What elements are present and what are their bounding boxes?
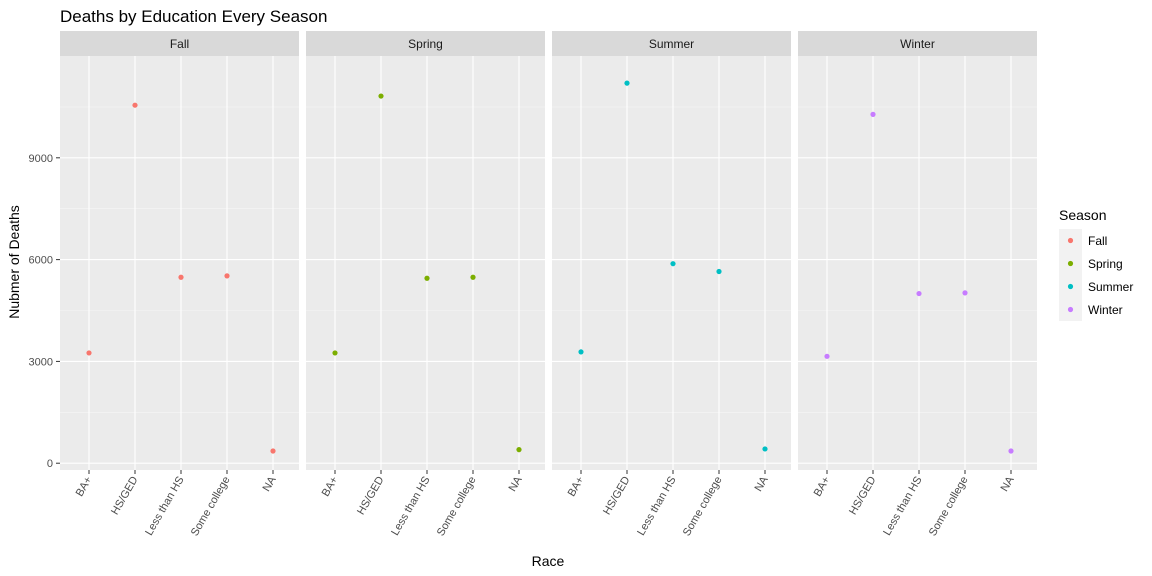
x-tick-label: NA (753, 474, 771, 494)
data-point-spring (516, 447, 522, 453)
facet-strip-spring (306, 31, 545, 56)
legend-key-winter (1067, 306, 1074, 313)
data-point-fall (270, 448, 276, 454)
x-tick-label: BA+ (320, 475, 341, 499)
x-tick-label: NA (507, 474, 525, 494)
data-point-winter (916, 290, 922, 297)
y-axis-title: Nubmer of Deaths (6, 205, 22, 319)
facet-strip-label: Summer (649, 37, 694, 51)
data-point-spring (378, 93, 384, 99)
chart-title: Deaths by Education Every Season (60, 7, 327, 26)
data-point-fall (86, 350, 92, 356)
data-point-summer (716, 268, 722, 275)
x-tick-label: HS/GED (847, 474, 879, 517)
x-tick-label: Less than HS (881, 475, 924, 538)
panel-background (798, 56, 1037, 470)
data-point-summer (624, 80, 630, 86)
data-point-fall (132, 102, 138, 108)
x-tick-label: Some college (435, 475, 479, 539)
data-point-spring (470, 274, 476, 280)
data-point-spring (424, 275, 430, 281)
panel-background (306, 56, 545, 470)
legend-label: Spring (1088, 257, 1123, 271)
data-point-fall (224, 273, 230, 279)
data-point-summer (578, 349, 584, 355)
legend-title: Season (1059, 207, 1106, 223)
panel-background (60, 56, 299, 470)
facet-strip-label: Spring (408, 37, 443, 51)
data-point-summer (762, 446, 768, 452)
legend-key-fall (1067, 237, 1074, 244)
facet-strip-summer (552, 31, 791, 56)
x-tick-label: BA+ (74, 475, 95, 499)
legend: Season Fall Spring Summer Winter (1059, 207, 1133, 321)
legend-label: Summer (1088, 280, 1133, 294)
x-tick-label: NA (999, 474, 1017, 494)
x-tick-label: Some college (189, 475, 233, 539)
facet-strip-label: Winter (900, 37, 935, 51)
facet-strip-winter (798, 31, 1037, 56)
y-tick-label: 9000 (29, 153, 53, 165)
data-point-winter (962, 290, 968, 296)
facet-strip-fall (60, 31, 299, 56)
data-point-winter (824, 353, 830, 359)
legend-label: Fall (1088, 234, 1107, 248)
facet-panel-spring: Spring BA+ HS/GED Less than HS Some college N… (306, 31, 545, 538)
x-tick-label: Less than HS (389, 475, 432, 538)
x-tick-label: HS/GED (109, 474, 141, 517)
facet-panel-winter: Winter BA+ HS/GED Less than HS Some college N… (798, 31, 1037, 538)
x-tick-label: Less than HS (635, 475, 678, 538)
x-tick-label: BA+ (566, 475, 587, 499)
facet-panel-summer: Summer BA+ HS/GED Less than HS Some college N… (552, 31, 791, 538)
y-axis: 0 3000 6000 9000 (29, 153, 60, 470)
x-tick-label: Less than HS (143, 475, 186, 538)
legend-label: Winter (1088, 303, 1123, 317)
y-tick-label: 3000 (29, 356, 53, 368)
facet-strip-label: Fall (170, 37, 189, 51)
legend-key-summer (1067, 283, 1074, 290)
facet-panel-fall: Fall BA+ HS/GED Less than HS Some college NA (60, 31, 299, 538)
x-axis-title: Race (532, 553, 565, 569)
data-point-winter (1008, 448, 1014, 454)
x-tick-label: BA+ (812, 475, 833, 499)
x-tick-label: NA (261, 474, 279, 494)
x-tick-label: Some college (681, 475, 725, 539)
legend-key-spring (1067, 260, 1074, 267)
data-point-fall (178, 274, 184, 280)
data-point-winter (870, 111, 876, 117)
x-tick-label: Some college (927, 475, 971, 539)
data-point-summer (670, 261, 676, 267)
x-tick-label: HS/GED (601, 474, 633, 517)
y-tick-label: 0 (47, 458, 53, 470)
x-tick-label: HS/GED (355, 474, 387, 517)
y-tick-label: 6000 (29, 255, 53, 267)
data-point-spring (332, 350, 338, 356)
